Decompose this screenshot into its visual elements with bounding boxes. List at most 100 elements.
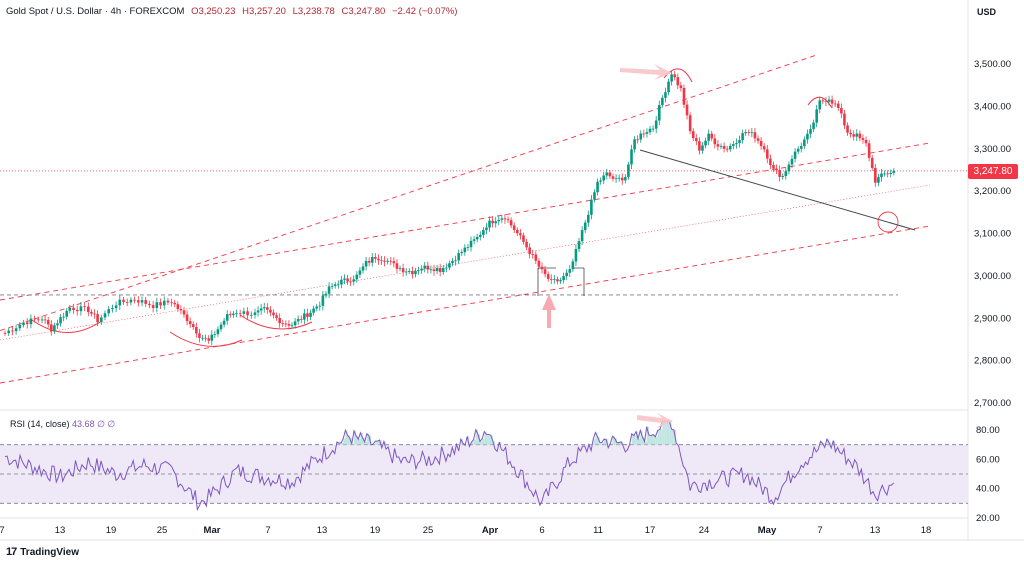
rsi-label[interactable]: RSI (14, close) [10, 419, 70, 429]
candle-body [472, 239, 476, 241]
price-tick-label: 3,100.00 [974, 229, 1011, 240]
candle-body [676, 77, 680, 86]
trend-line [639, 149, 916, 231]
candle-body [688, 115, 692, 132]
candle-body [790, 158, 794, 165]
candle-body [599, 180, 602, 182]
candle-body [685, 104, 689, 116]
candle-body [741, 133, 744, 141]
candle-body [103, 313, 107, 318]
candle-body [846, 125, 849, 133]
candle-body [185, 314, 189, 322]
candle-body [793, 151, 797, 159]
candle-body [620, 177, 624, 181]
candle-body [278, 317, 281, 324]
candle-body [441, 267, 445, 272]
candle-body [880, 173, 883, 178]
time-tick-label: Mar [204, 525, 221, 536]
candle-body [451, 260, 454, 264]
arrow-icon [620, 64, 672, 80]
candle-body [506, 219, 510, 221]
candle-body [290, 325, 294, 327]
candle-body [762, 146, 766, 150]
candle-body [49, 324, 53, 332]
candle-body [630, 149, 633, 165]
candle-body [343, 278, 346, 280]
candle-body [463, 247, 467, 253]
candle-body [37, 319, 40, 321]
candle-body [583, 222, 587, 231]
symbol-title[interactable]: Gold Spot / U.S. Dollar · 4h · FOREXCOM [6, 6, 185, 17]
price-tick-label: 3,400.00 [974, 101, 1011, 112]
candle-body [309, 312, 312, 317]
candle-body [281, 323, 285, 324]
candle-body [608, 172, 612, 177]
candle-body [695, 138, 698, 142]
currency-label[interactable]: USD [977, 7, 997, 17]
candle-body [654, 120, 658, 129]
candle-body [374, 256, 377, 259]
candle-body [722, 146, 726, 149]
candle-body [253, 312, 257, 315]
candle-body [423, 265, 427, 269]
candle-body [435, 268, 439, 272]
candle-body [512, 225, 516, 230]
candle-body [222, 320, 226, 325]
candle-body [701, 145, 704, 151]
candle-body [18, 324, 22, 329]
candle-body [870, 157, 874, 169]
rsi-overbought-fill [336, 421, 836, 445]
candle-body [438, 268, 442, 272]
candle-body [827, 99, 831, 102]
candle-body [679, 85, 683, 89]
candle-body [642, 133, 646, 135]
candle-body [380, 260, 383, 262]
candle-body [611, 176, 615, 179]
candle-body [778, 169, 781, 177]
candle-body [824, 101, 828, 103]
candle-body [72, 307, 75, 311]
candle-body [122, 299, 125, 303]
candle-body [781, 176, 785, 177]
candle-body [349, 281, 352, 283]
candle-body [188, 321, 192, 325]
candle-body [448, 263, 451, 268]
candle-body [617, 177, 621, 179]
candle-body [648, 128, 652, 133]
candle-body [664, 92, 667, 98]
candle-body [377, 258, 380, 261]
candle-body [522, 235, 525, 242]
candle-body [614, 178, 618, 180]
candle-body [682, 88, 686, 105]
candle-body [59, 317, 62, 324]
candle-body [40, 319, 44, 321]
candle-body [140, 300, 144, 303]
candle-body [235, 313, 238, 315]
candle-body [849, 132, 852, 135]
candle-body [432, 269, 436, 272]
candle-body [107, 309, 110, 314]
tradingview-logo[interactable]: 17 TradingView [6, 546, 79, 558]
bracket-annotation [537, 267, 585, 296]
candle-body [657, 105, 661, 121]
rsi-tick-label: 60.00 [976, 454, 1000, 465]
price-pane[interactable] [0, 0, 968, 410]
candle-body [787, 164, 791, 172]
up-arrow-icon [542, 294, 556, 328]
candle-body [867, 143, 871, 158]
candle-body [784, 171, 788, 177]
candle-body [83, 306, 86, 308]
candle-body [843, 113, 846, 126]
candle-body [605, 172, 609, 176]
candle-body [836, 103, 840, 108]
candle-body [821, 100, 825, 102]
time-tick-label: 6 [539, 525, 544, 536]
candle-body [125, 302, 129, 303]
candle-body [531, 254, 535, 255]
candle-body [114, 305, 118, 309]
candle-body [155, 302, 159, 309]
candle-body [691, 131, 695, 139]
time-tick-label: 7 [817, 525, 822, 536]
candle-body [296, 318, 300, 322]
